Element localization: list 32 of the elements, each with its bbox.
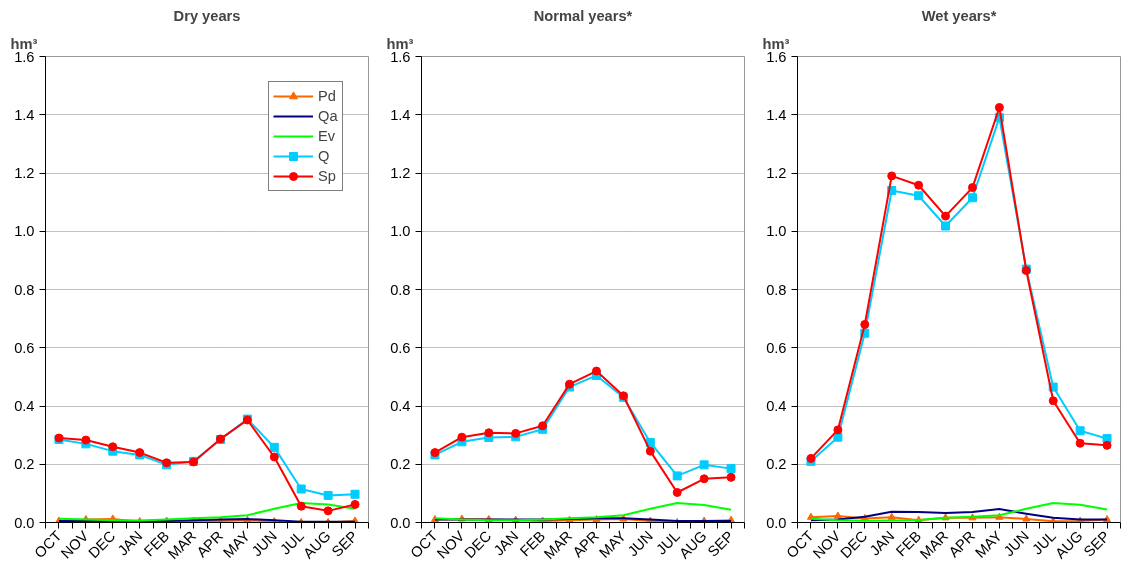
- y-tick-label: 0.6: [14, 339, 35, 356]
- y-tick-label: 1.2: [766, 165, 787, 181]
- y-tick-label: 0.6: [766, 339, 787, 356]
- legend-label: Sp: [318, 168, 337, 184]
- y-tick-label: 1.4: [766, 106, 787, 123]
- y-tick-label: 0.0: [14, 514, 35, 531]
- y-tick-label: 1.0: [390, 223, 411, 240]
- y-tick-label: 1.0: [14, 223, 35, 240]
- y-tick-label: 1.4: [390, 106, 411, 123]
- y-tick-label: 1.4: [14, 106, 35, 123]
- y-tick-label: 1.0: [766, 223, 787, 240]
- y-tick-label: 0.2: [14, 456, 35, 473]
- y-tick-label: 0.8: [390, 281, 411, 298]
- y-tick-label: 0.8: [766, 281, 787, 298]
- y-tick-label: 0.0: [390, 514, 411, 531]
- chart-title: Dry years: [173, 7, 241, 24]
- legend-label: Pd: [318, 88, 337, 104]
- y-tick-label: 0.4: [14, 398, 35, 414]
- y-tick-label: 0.6: [390, 339, 411, 356]
- y-tick-label: 0.8: [14, 281, 35, 298]
- y-tick-label: 0.0: [766, 514, 787, 531]
- y-tick-label: 1.2: [14, 165, 35, 181]
- chart-title: Wet years*: [921, 7, 997, 24]
- y-tick-label: 0.4: [766, 398, 787, 414]
- chart-title: Normal years*: [533, 7, 633, 24]
- legend-label: Qa: [318, 108, 338, 124]
- y-tick-label: 0.2: [390, 456, 411, 473]
- legend-label: Q: [318, 148, 331, 164]
- y-tick-label: 0.2: [766, 456, 787, 473]
- legend-label: Ev: [318, 128, 337, 144]
- y-tick-label: 0.4: [390, 398, 411, 414]
- y-tick-label: 1.2: [390, 165, 411, 181]
